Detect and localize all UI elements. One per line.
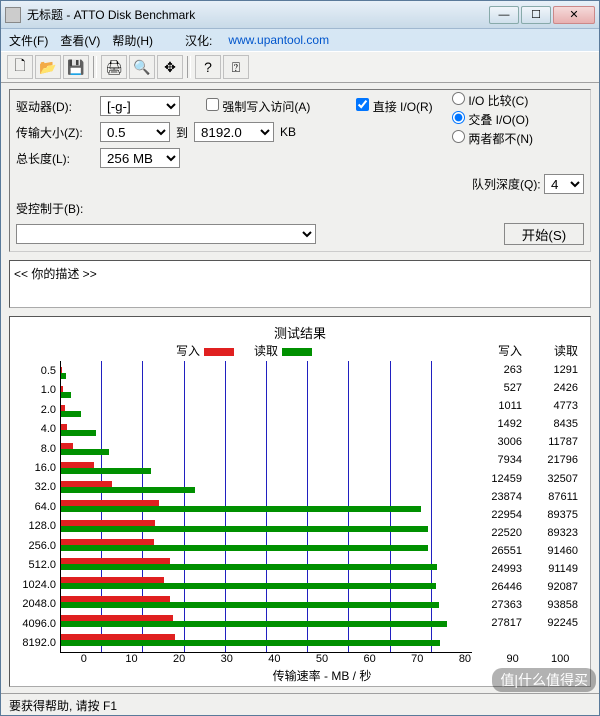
statusbar: 要获得帮助, 请按 F1 xyxy=(1,693,599,715)
write-swatch xyxy=(204,348,234,356)
xfer-label: 传输大小(Z): xyxy=(16,124,94,141)
queue-select[interactable]: 4 xyxy=(544,174,584,194)
close-button[interactable]: ✕ xyxy=(553,6,595,24)
to-label: 到 xyxy=(176,124,188,141)
menu-file[interactable]: 文件(F) xyxy=(9,32,48,49)
hanhua-label: 汉化: xyxy=(185,32,212,49)
radio-neither[interactable]: 两者都不(N) xyxy=(452,130,582,147)
radio-compare[interactable]: I/O 比较(C) xyxy=(452,92,582,109)
new-icon[interactable]: 🗋 xyxy=(7,55,33,79)
x-axis-labels: 0102030405060708090100 xyxy=(60,653,584,665)
col-header-write: 写入 xyxy=(472,342,528,361)
watermark: 值|什么值得买 xyxy=(492,668,596,692)
chart-legend: 写入 读取 xyxy=(16,342,472,359)
titlebar[interactable]: 无标题 - ATTO Disk Benchmark — ☐ ✕ xyxy=(1,1,599,29)
y-axis-labels: 0.51.02.04.08.016.032.064.0128.0256.0512… xyxy=(16,361,60,653)
drive-label: 驱动器(D): xyxy=(16,98,94,115)
ctrl-label: 受控制于(B): xyxy=(16,200,83,217)
xfer-from-select[interactable]: 0.5 xyxy=(100,122,170,142)
description-box[interactable]: << 你的描述 >> xyxy=(9,260,591,308)
col-header-read: 读取 xyxy=(528,342,584,361)
window-title: 无标题 - ATTO Disk Benchmark xyxy=(27,6,489,23)
ctrl-select[interactable] xyxy=(16,224,316,244)
toolbar: 🗋 📂 💾 🖨 🔍 ✥ ? ⍰ xyxy=(1,51,599,83)
maximize-button[interactable]: ☐ xyxy=(521,6,551,24)
content-area: 驱动器(D): [-g-] 强制写入访问(A) 直接 I/O(R) 传输大小(Z… xyxy=(1,83,599,693)
radio-overlap[interactable]: 交叠 I/O(O) xyxy=(452,111,582,128)
unit-label: KB xyxy=(280,125,296,139)
bar-chart xyxy=(60,361,472,653)
app-window: 无标题 - ATTO Disk Benchmark — ☐ ✕ 文件(F) 查看… xyxy=(0,0,600,716)
hanhua-url[interactable]: www.upantool.com xyxy=(228,33,329,47)
menu-help[interactable]: 帮助(H) xyxy=(112,32,153,49)
print-icon[interactable]: 🖨 xyxy=(101,55,127,79)
queue-label: 队列深度(Q): xyxy=(472,178,541,192)
save-icon[interactable]: 💾 xyxy=(63,55,89,79)
len-select[interactable]: 256 MB xyxy=(100,148,180,168)
len-label: 总长度(L): xyxy=(16,150,94,167)
menu-view[interactable]: 查看(V) xyxy=(60,32,100,49)
data-columns: 2635271011149230067934124592387422954225… xyxy=(472,361,584,653)
io-mode-radiogroup: I/O 比较(C) 交叠 I/O(O) 两者都不(N) xyxy=(452,92,582,149)
read-swatch xyxy=(282,348,312,356)
help-icon[interactable]: ? xyxy=(195,55,221,79)
drive-select[interactable]: [-g-] xyxy=(100,96,180,116)
move-icon[interactable]: ✥ xyxy=(157,55,183,79)
whats-this-icon[interactable]: ⍰ xyxy=(223,55,249,79)
open-icon[interactable]: 📂 xyxy=(35,55,61,79)
force-write-checkbox[interactable]: 强制写入访问(A) xyxy=(206,98,310,115)
minimize-button[interactable]: — xyxy=(489,6,519,24)
menubar: 文件(F) 查看(V) 帮助(H) 汉化: www.upantool.com xyxy=(1,29,599,51)
params-panel: 驱动器(D): [-g-] 强制写入访问(A) 直接 I/O(R) 传输大小(Z… xyxy=(9,89,591,252)
direct-io-checkbox[interactable]: 直接 I/O(R) xyxy=(356,98,432,115)
preview-icon[interactable]: 🔍 xyxy=(129,55,155,79)
results-panel: 测试结果 写入 读取 写入 读取 0.51.02.04.08.016.032.0… xyxy=(9,316,591,687)
start-button[interactable]: 开始(S) xyxy=(504,223,584,245)
xfer-to-select[interactable]: 8192.0 xyxy=(194,122,274,142)
results-title: 测试结果 xyxy=(16,323,584,342)
app-icon xyxy=(5,7,21,23)
